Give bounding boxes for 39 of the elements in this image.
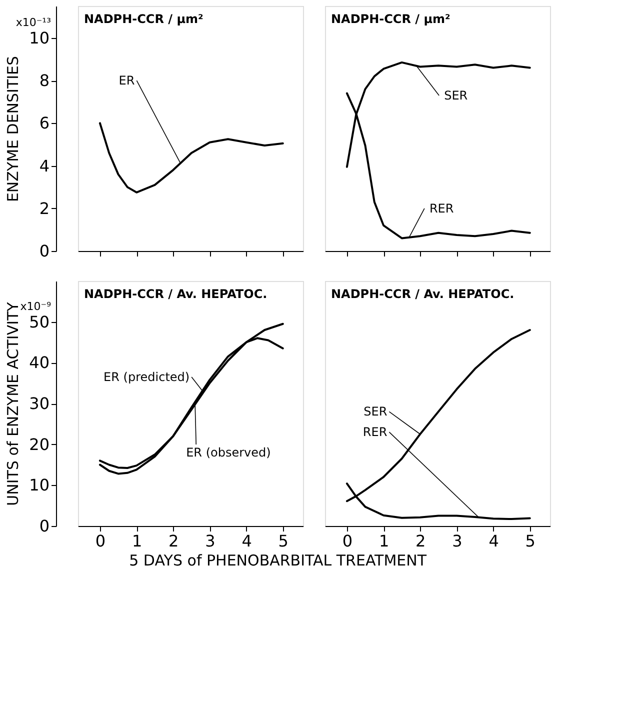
text: SER	[364, 404, 388, 419]
x-axis-title: 5 DAYS of PHENOBARBITAL TREATMENT	[129, 552, 428, 570]
x-tick-label: 1	[132, 532, 142, 550]
y-tick-label: 0	[39, 242, 50, 260]
series-label: ER (observed)	[186, 446, 271, 460]
y-tick-label: 4	[39, 156, 50, 176]
y-tick-label: 50	[29, 312, 50, 332]
y-tick-label: 10	[29, 476, 50, 495]
y-tick-label: 10	[29, 28, 50, 48]
x-tick-label: 4	[488, 532, 499, 550]
series-label: SER	[444, 88, 468, 102]
y-tick-label: 8	[39, 71, 50, 90]
y-tick-label: 6	[39, 114, 50, 133]
x-tick-label: 2	[168, 532, 179, 550]
legend-label: ER (predicted)	[104, 370, 190, 384]
y-tick-label: 2	[39, 198, 50, 218]
x-tick-label: 3	[205, 532, 216, 550]
text: NADPH-CCR / Av. HEPATOC.	[331, 287, 514, 301]
y-tick-label: 20	[29, 434, 50, 454]
x-tick-label: 5	[278, 532, 288, 550]
x-tick-label: 3	[452, 532, 462, 550]
text: ER	[118, 74, 135, 88]
text: RER	[362, 425, 388, 440]
x-tick-label: 4	[242, 532, 252, 550]
y-tick-label: 0	[39, 516, 50, 536]
x-tick-label: 2	[416, 532, 426, 550]
x-tick-label: 1	[378, 532, 390, 550]
text: x10⁻¹³	[16, 16, 51, 29]
text: NADPH-CCR / µm²	[84, 12, 204, 26]
text: x10⁻⁹	[20, 300, 51, 313]
y-tick-label: 30	[29, 394, 50, 413]
series-label: RER	[429, 201, 454, 216]
x-tick-label: 0	[342, 532, 353, 550]
text: NADPH-CCR / µm²	[331, 12, 450, 26]
y-axis-title: ENZYME DENSITIES	[4, 56, 22, 202]
x-tick-label: 0	[95, 532, 106, 550]
x-tick-label: 5	[525, 532, 536, 550]
y-tick-label: 40	[29, 353, 50, 372]
text: NADPH-CCR / Av. HEPATOC.	[84, 287, 268, 301]
